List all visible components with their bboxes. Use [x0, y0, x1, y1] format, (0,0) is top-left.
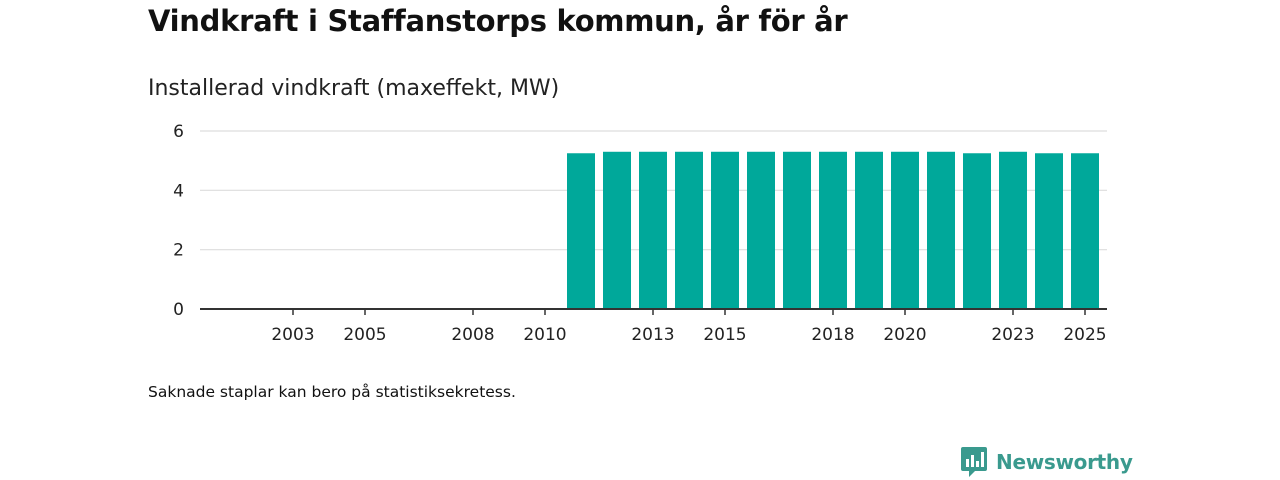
x-axis [200, 308, 1107, 315]
bar-2014 [675, 151, 703, 309]
brand-logo[interactable]: Newsworthy [960, 446, 1133, 478]
newsworthy-logo-icon [961, 447, 987, 477]
bar-2013 [639, 151, 667, 309]
bar-2017 [783, 151, 811, 309]
x-tick-label: 2025 [1063, 325, 1106, 345]
x-tick-label: 2010 [523, 325, 566, 345]
bar-2015 [711, 151, 739, 309]
x-tick-label: 2008 [451, 325, 494, 345]
bar-chart: 0 2 4 6 2003 2005 2008 2010 2013 2015 2018 2020 202… [173, 122, 1107, 345]
brand-name: Newsworthy [996, 450, 1133, 474]
bar-2016 [747, 151, 775, 309]
x-axis-labels: 2003 2005 2008 2010 2013 2015 2018 2020 2023 2025 [271, 325, 1106, 345]
chart-title: Vindkraft i Staffanstorps kommun, år för… [148, 4, 848, 38]
x-tick-label: 2005 [343, 325, 386, 345]
y-tick-label: 2 [173, 241, 184, 261]
y-tick-label: 4 [173, 181, 184, 201]
footnote: Saknade staplar kan bero på statistiksek… [148, 383, 516, 401]
bar-series [567, 151, 1099, 309]
bar-2018 [819, 151, 847, 309]
x-tick-label: 2023 [991, 325, 1034, 345]
bar-2022 [963, 153, 991, 309]
y-tick-label: 0 [173, 300, 184, 320]
y-tick-label: 6 [173, 122, 184, 142]
x-tick-label: 2018 [811, 325, 854, 345]
bar-2021 [927, 151, 955, 309]
bar-2020 [891, 151, 919, 309]
bar-2011 [567, 153, 595, 309]
x-tick-label: 2013 [631, 325, 674, 345]
bar-2024 [1035, 153, 1063, 309]
y-axis-labels: 0 2 4 6 [173, 122, 184, 320]
bar-2025 [1071, 153, 1099, 309]
x-tick-label: 2015 [703, 325, 746, 345]
bar-2012 [603, 151, 631, 309]
bar-2019 [855, 151, 883, 309]
bar-2023 [999, 151, 1027, 309]
chart-subtitle: Installerad vindkraft (maxeffekt, MW) [148, 76, 560, 101]
x-tick-label: 2003 [271, 325, 314, 345]
x-tick-label: 2020 [883, 325, 926, 345]
